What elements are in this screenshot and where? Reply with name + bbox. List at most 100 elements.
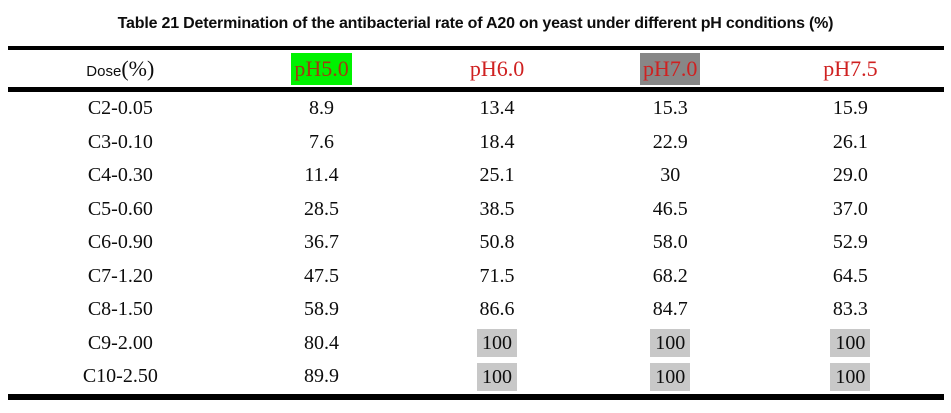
value-text: 38.5	[479, 197, 515, 220]
value-text: 100	[830, 329, 871, 358]
dose-cell: C3-0.10	[87, 130, 153, 153]
dose-cell: C7-1.20	[87, 264, 153, 287]
value-text: 86.6	[479, 298, 515, 321]
value-cell: 22.9	[584, 126, 757, 160]
table-row: C10-2.50 89.9 100 100 100	[8, 360, 944, 397]
value-cell: 37.0	[757, 193, 944, 227]
value-text: 100	[830, 362, 871, 391]
value-text: 50.8	[479, 231, 515, 254]
value-text: 52.9	[832, 231, 868, 254]
table-body: C2-0.05 8.9 13.4 15.3 15.9 C3-0.10 7.6 18.4 22.9…	[8, 90, 944, 397]
header-row: Dose(%) pH5.0 pH6.0 pH7.0 pH7.5	[8, 48, 944, 92]
value-cell: 83.3	[757, 293, 944, 327]
value-text: 64.5	[832, 264, 868, 287]
value-cell: 71.5	[410, 260, 583, 294]
value-text: 8.9	[309, 97, 335, 120]
value-cell: 100	[410, 327, 583, 361]
ph-column-label: pH5.0	[291, 52, 352, 85]
value-text: 58.0	[652, 231, 688, 254]
value-cell: 86.6	[410, 293, 583, 327]
data-table: Dose(%) pH5.0 pH6.0 pH7.0 pH7.5 C2-0.05 8.9 1…	[8, 46, 944, 400]
value-cell: 50.8	[410, 226, 583, 260]
table-row: C8-1.50 58.9 86.6 84.7 83.3	[8, 293, 944, 327]
value-text: 29.0	[832, 164, 868, 187]
col-header-ph: pH7.0	[583, 48, 757, 92]
dose-cell: C5-0.60	[87, 197, 153, 220]
dose-cell: C2-0.05	[87, 97, 153, 120]
ph-column-label: pH7.5	[823, 55, 878, 81]
value-cell: 100	[757, 360, 944, 397]
value-text: 68.2	[652, 264, 688, 287]
value-cell: 52.9	[757, 226, 944, 260]
dose-label: Dose	[86, 62, 122, 80]
value-text: 28.5	[304, 197, 340, 220]
value-cell: 64.5	[757, 260, 944, 294]
value-cell: 100	[584, 360, 757, 397]
value-text: 100	[477, 362, 518, 391]
table-row: C9-2.00 80.4 100 100 100	[8, 327, 944, 361]
value-cell: 28.5	[233, 193, 411, 227]
value-text: 84.7	[652, 298, 688, 321]
table-caption: Table 21 Determination of the antibacter…	[117, 15, 834, 32]
table-row: C7-1.20 47.5 71.5 68.2 64.5	[8, 260, 944, 294]
value-cell: 100	[757, 327, 944, 361]
value-text: 89.9	[304, 365, 340, 388]
dose-cell: C6-0.90	[87, 231, 153, 254]
value-text: 80.4	[304, 331, 340, 354]
col-header-ph: pH5.0	[232, 48, 411, 92]
value-cell: 100	[584, 327, 757, 361]
value-text: 83.3	[832, 298, 868, 321]
value-text: 7.6	[309, 130, 335, 153]
value-cell: 13.4	[410, 90, 583, 126]
col-header-ph: pH7.5	[756, 48, 944, 92]
value-text: 30	[660, 164, 681, 187]
value-text: 26.1	[832, 130, 868, 153]
value-text: 25.1	[479, 164, 515, 187]
value-cell: 30	[584, 159, 757, 193]
value-cell: 47.5	[233, 260, 411, 294]
ph-column-label: pH7.0	[639, 52, 701, 85]
value-cell: 15.3	[584, 90, 757, 126]
value-cell: 89.9	[233, 360, 411, 397]
dose-unit-label: (%)	[121, 55, 155, 81]
value-text: 22.9	[652, 130, 688, 153]
value-cell: 36.7	[233, 226, 411, 260]
value-text: 15.3	[652, 97, 688, 120]
value-cell: 18.4	[410, 126, 583, 160]
value-cell: 15.9	[757, 90, 944, 126]
value-cell: 58.0	[584, 226, 757, 260]
value-cell: 26.1	[757, 126, 944, 160]
value-cell: 58.9	[233, 293, 411, 327]
value-cell: 11.4	[233, 159, 411, 193]
value-text: 100	[477, 329, 518, 358]
value-text: 37.0	[832, 197, 868, 220]
value-cell: 80.4	[233, 327, 411, 361]
value-cell: 29.0	[757, 159, 944, 193]
table-row: C4-0.30 11.4 25.1 30 29.0	[8, 159, 944, 193]
dose-cell: C9-2.00	[87, 331, 153, 354]
value-cell: 8.9	[233, 90, 411, 126]
table-container: Dose(%) pH5.0 pH6.0 pH7.0 pH7.5 C2-0.05 8.9 1…	[8, 46, 944, 400]
table-row: C3-0.10 7.6 18.4 22.9 26.1	[8, 126, 944, 160]
col-header-dose: Dose(%)	[8, 48, 233, 92]
value-cell: 100	[410, 360, 583, 397]
value-text: 71.5	[479, 264, 515, 287]
dose-cell: C8-1.50	[87, 298, 153, 321]
value-text: 15.9	[832, 97, 868, 120]
value-cell: 7.6	[233, 126, 411, 160]
value-text: 58.9	[304, 298, 340, 321]
table-row: C6-0.90 36.7 50.8 58.0 52.9	[8, 226, 944, 260]
value-cell: 25.1	[410, 159, 583, 193]
dose-cell: C10-2.50	[82, 365, 158, 388]
table-row: C5-0.60 28.5 38.5 46.5 37.0	[8, 193, 944, 227]
value-cell: 46.5	[584, 193, 757, 227]
value-text: 13.4	[479, 97, 515, 120]
value-text: 47.5	[304, 264, 340, 287]
table-row: C2-0.05 8.9 13.4 15.3 15.9	[8, 90, 944, 126]
value-text: 18.4	[479, 130, 515, 153]
value-text: 100	[650, 329, 691, 358]
col-header-ph: pH6.0	[410, 48, 584, 92]
dose-cell: C4-0.30	[87, 164, 153, 187]
value-cell: 38.5	[410, 193, 583, 227]
